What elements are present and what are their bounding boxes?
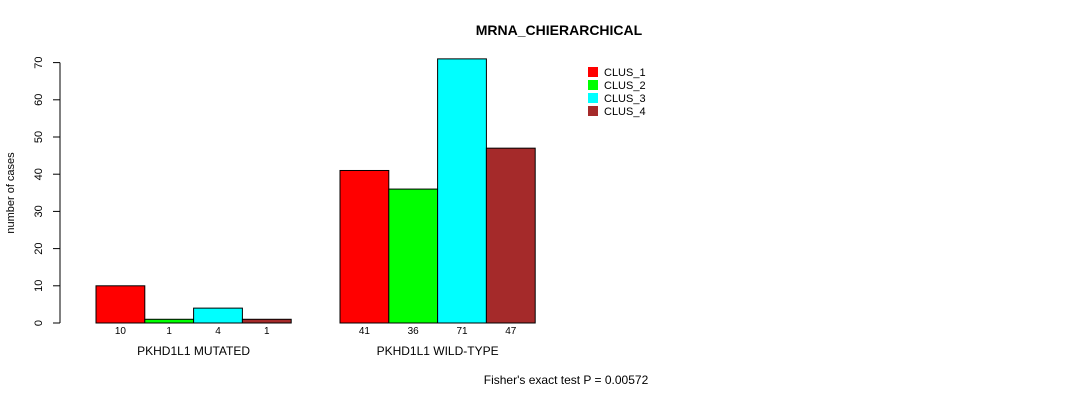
bar-clus_2-group-1 <box>144 318 195 324</box>
bar-clus_1-group-2 <box>339 169 390 324</box>
bar-clus_3-group-2 <box>437 58 487 324</box>
legend-swatch-clus_2 <box>588 80 598 90</box>
count-label-clus_1-group-2: 41 <box>359 326 371 337</box>
y-tick-label-60: 60 <box>33 94 45 106</box>
count-label-clus_1-group-1: 10 <box>115 326 127 337</box>
legend-swatch-clus_3 <box>588 93 598 103</box>
bar-clus_4-group-1 <box>241 318 292 324</box>
bar-clus_2-group-2 <box>388 188 439 324</box>
count-label-clus_2-group-1: 1 <box>166 326 172 337</box>
group-label-1: PKHD1L1 MUTATED <box>137 344 250 358</box>
legend-label-clus_3: CLUS_3 <box>604 93 646 105</box>
chart-title: MRNA_CHIERARCHICAL <box>476 22 643 38</box>
y-axis-label: number of cases <box>5 152 17 234</box>
count-label-clus_4-group-2: 47 <box>505 326 517 337</box>
count-label-clus_3-group-1: 4 <box>215 326 221 337</box>
group-label-2: PKHD1L1 WILD-TYPE <box>377 344 499 358</box>
bar-clus_4-group-2 <box>485 147 536 324</box>
bars <box>95 58 536 324</box>
legend-label-clus_4: CLUS_4 <box>604 106 646 118</box>
legend-label-clus_1: CLUS_1 <box>604 67 646 79</box>
y-axis: 0 10 20 30 40 50 60 70 <box>33 56 61 326</box>
y-tick-label-50: 50 <box>33 131 45 143</box>
legend-label-clus_2: CLUS_2 <box>604 80 646 92</box>
bar-count-labels: 10 1 4 1 41 36 71 47 <box>115 326 517 337</box>
legend-swatch-clus_4 <box>588 106 598 116</box>
y-tick-label-10: 10 <box>33 280 45 292</box>
group-labels: PKHD1L1 MUTATED PKHD1L1 WILD-TYPE <box>137 344 498 358</box>
bar-clus_3-group-1 <box>193 307 243 324</box>
y-tick-label-30: 30 <box>33 205 45 217</box>
bar-clus_1-group-1 <box>95 285 146 324</box>
y-tick-label-70: 70 <box>33 56 45 68</box>
fisher-test-footnote: Fisher's exact test P = 0.00572 <box>484 373 649 387</box>
y-tick-label-0: 0 <box>33 320 45 326</box>
y-tick-label-20: 20 <box>33 242 45 254</box>
legend-swatch-clus_1 <box>588 67 598 77</box>
count-label-clus_2-group-2: 36 <box>408 326 420 337</box>
y-tick-label-40: 40 <box>33 168 45 180</box>
count-label-clus_4-group-1: 1 <box>264 326 270 337</box>
count-label-clus_3-group-2: 71 <box>456 326 468 337</box>
